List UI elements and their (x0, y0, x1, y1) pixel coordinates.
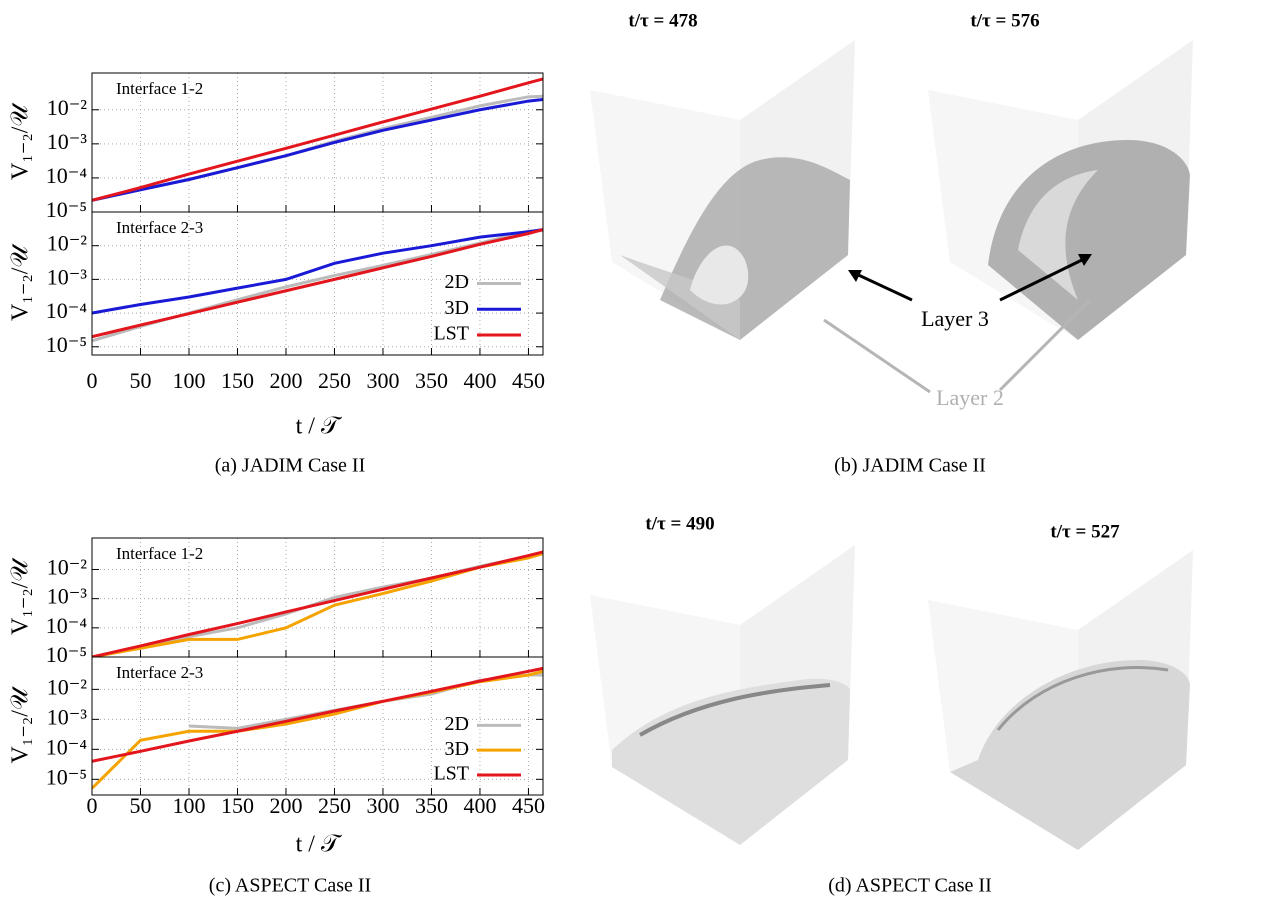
y-tick-label: 10⁻⁵ (46, 332, 87, 357)
x-tick-label: 150 (221, 793, 254, 818)
label-box (905, 306, 1005, 334)
x-tick-label: 250 (318, 793, 351, 818)
legend-label: 2D (445, 271, 469, 293)
y-tick-label: 10⁻⁴ (46, 734, 88, 759)
y-axis-label: V₁₋₂/𝒰 (8, 557, 34, 635)
legend-label: 2D (445, 713, 469, 735)
series-line (188, 673, 543, 730)
series-line (92, 669, 543, 790)
x-tick-label: 400 (463, 368, 496, 393)
time-label: t/τ = 576 (970, 10, 1039, 31)
x-tick-label: 200 (269, 368, 302, 393)
y-tick-label: 10⁻⁴ (46, 298, 88, 323)
caption: (b) JADIM Case II (834, 455, 986, 477)
x-tick-label: 50 (129, 368, 151, 393)
render-cube (590, 20, 855, 340)
x-tick-label: 150 (221, 368, 254, 393)
x-tick-label: 400 (463, 793, 496, 818)
legend-label: LST (433, 323, 469, 345)
layer-label: Layer 3 (921, 306, 989, 331)
y-tick-label: 10⁻³ (47, 264, 88, 289)
series-line (92, 98, 543, 202)
y-tick-label: 10⁻² (47, 674, 88, 699)
x-tick-label: 100 (172, 368, 205, 393)
y-tick-label: 10⁻⁴ (46, 613, 88, 638)
x-axis-label: t / 𝒯 (296, 832, 343, 858)
annotation: Interface 2-3 (116, 218, 203, 237)
x-axis-label: t / 𝒯 (296, 414, 343, 440)
x-tick-label: 250 (318, 368, 351, 393)
x-tick-label: 50 (129, 793, 151, 818)
annotation: Interface 2-3 (116, 663, 203, 682)
y-tick-label: 10⁻² (47, 95, 88, 120)
series-line (92, 228, 543, 339)
series-line (92, 666, 543, 763)
y-tick-label: 10⁻³ (47, 584, 88, 609)
y-tick-label: 10⁻² (47, 231, 88, 256)
y-tick-label: 10⁻³ (47, 704, 88, 729)
y-tick-label: 10⁻⁵ (46, 764, 87, 789)
x-tick-label: 300 (366, 368, 399, 393)
x-tick-label: 300 (366, 793, 399, 818)
y-tick-label: 10⁻⁴ (46, 163, 88, 188)
y-axis-label: V₁₋₂/𝒰 (8, 685, 34, 763)
arrowhead (848, 270, 862, 282)
x-tick-label: 450 (512, 793, 545, 818)
arrow (999, 256, 1087, 302)
y-axis-label: V₁₋₂/𝒰 (8, 243, 34, 321)
x-tick-label: 450 (512, 368, 545, 393)
series-line (92, 229, 543, 343)
annotation: Interface 1-2 (116, 79, 203, 98)
render-cube (590, 525, 855, 845)
plot-frame (91, 211, 544, 356)
legend-label: LST (433, 763, 469, 785)
legend-label: 3D (445, 738, 469, 760)
arrow (998, 298, 1092, 392)
layer-label: Layer 2 (936, 385, 1004, 410)
x-tick-label: 200 (269, 793, 302, 818)
series-line (92, 550, 543, 657)
caption: (c) ASPECT Case II (209, 875, 371, 897)
caption: (d) ASPECT Case II (828, 875, 992, 897)
series-line (92, 77, 543, 202)
time-label: t/τ = 478 (628, 10, 697, 31)
y-tick-label: 10⁻³ (47, 129, 88, 154)
x-tick-label: 350 (415, 793, 448, 818)
x-tick-label: 0 (87, 793, 98, 818)
x-tick-label: 350 (415, 368, 448, 393)
annotation: Interface 1-2 (116, 544, 203, 563)
caption: (a) JADIM Case II (215, 455, 366, 477)
render-cube (928, 20, 1193, 340)
arrow (823, 318, 931, 394)
x-tick-label: 100 (172, 793, 205, 818)
arrow (851, 270, 913, 302)
y-tick-label: 10⁻⁵ (46, 197, 87, 222)
render-cube (928, 530, 1193, 850)
plot-frame (91, 656, 544, 796)
y-tick-label: 10⁻² (47, 555, 88, 580)
time-label: t/τ = 527 (1050, 521, 1120, 542)
arrowhead (1078, 254, 1092, 266)
y-axis-label: V₁₋₂/𝒰 (8, 102, 34, 180)
x-tick-label: 0 (87, 368, 98, 393)
legend-label: 3D (445, 297, 469, 319)
y-tick-label: 10⁻⁵ (46, 642, 87, 667)
time-label: t/τ = 490 (645, 513, 714, 534)
series-line (92, 228, 543, 315)
